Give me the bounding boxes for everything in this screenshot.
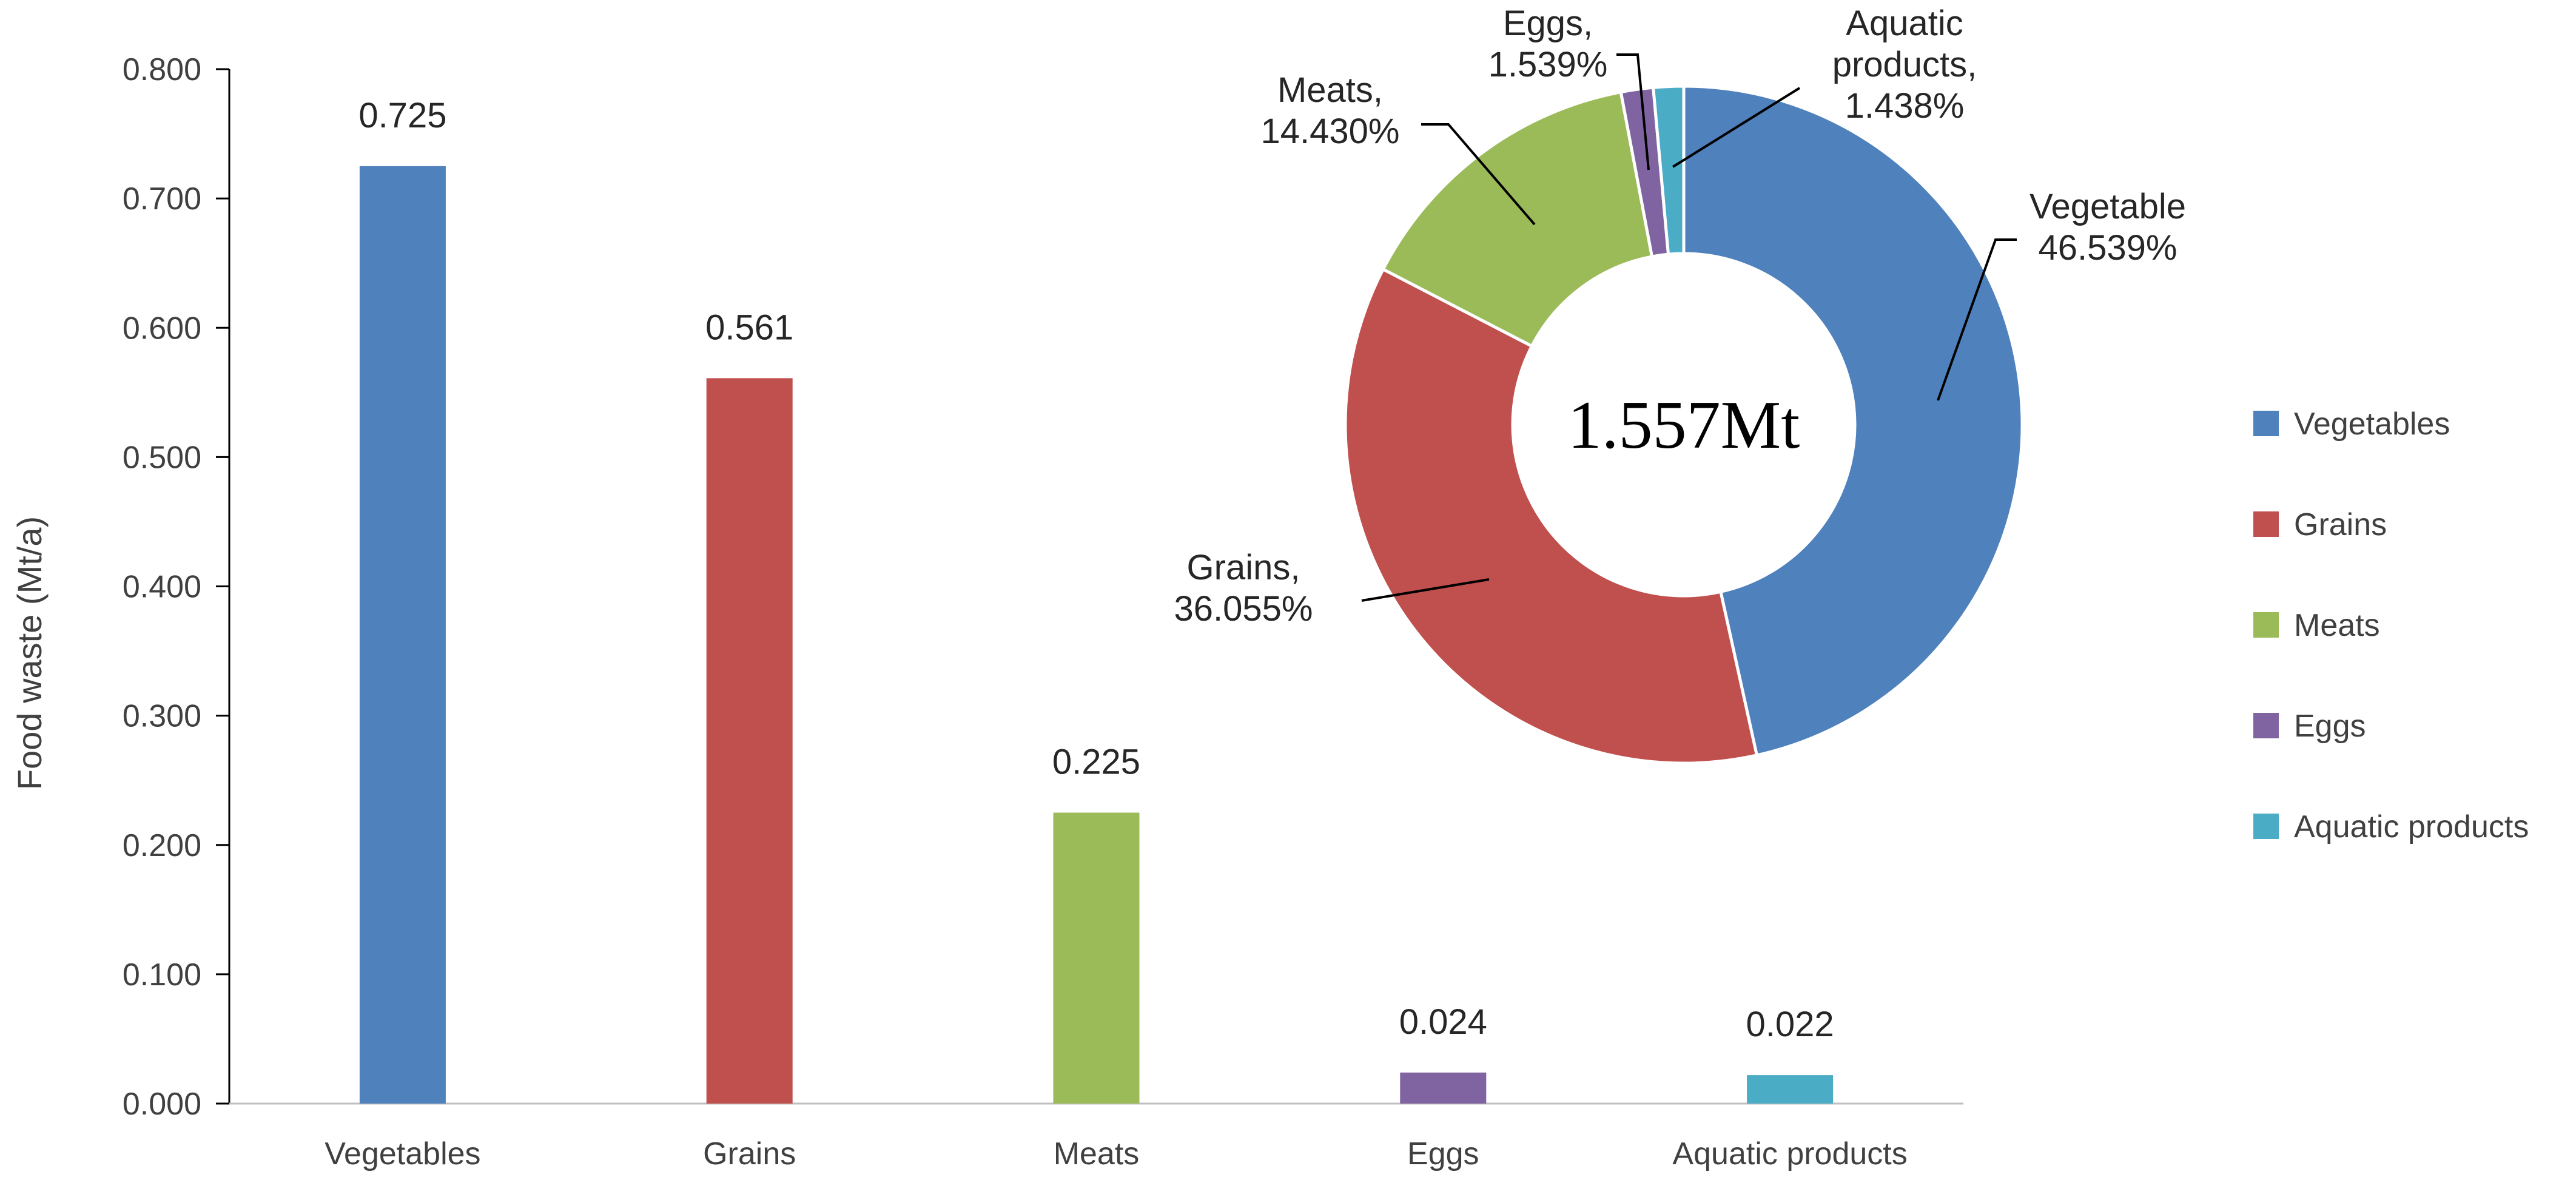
donut-slice-vegetable	[1682, 84, 2024, 757]
legend-swatch	[2253, 411, 2279, 436]
donut-slice-label: products,	[1832, 45, 1977, 84]
bar-data-label: 0.725	[358, 96, 446, 135]
bar-eggs	[1400, 1072, 1487, 1104]
donut-slice-aquatic-products	[1651, 84, 1686, 256]
legend-label: Meats	[2294, 608, 2380, 643]
legend-swatch	[2253, 713, 2279, 738]
donut-leader-line	[1361, 578, 1490, 602]
y-tick-label: 0.000	[123, 1087, 201, 1122]
y-tick-label: 0.200	[123, 828, 201, 863]
y-tick-label: 0.300	[123, 699, 201, 734]
donut-slice-label: Meats,	[1277, 70, 1383, 110]
x-tick-label: Vegetables	[325, 1136, 480, 1172]
bar-data-label: 0.561	[705, 308, 793, 347]
bar-aquatic-products	[1747, 1075, 1834, 1104]
y-tick-label: 0.600	[123, 311, 201, 346]
bar-meats	[1053, 812, 1140, 1104]
y-tick-label: 0.100	[123, 957, 201, 993]
donut-slice-label: 1.438%	[1845, 86, 1965, 126]
y-axis-title: Food waste (Mt/a)	[10, 516, 49, 790]
x-tick-label: Grains	[703, 1136, 796, 1172]
legend-swatch	[2253, 511, 2279, 537]
donut-slice-label: 36.055%	[1174, 589, 1313, 629]
donut-slice-label: 14.430%	[1261, 112, 1400, 151]
donut-slice-meats	[1380, 90, 1654, 348]
donut-leader-line	[1937, 238, 2017, 401]
x-tick-label: Eggs	[1407, 1136, 1479, 1172]
donut-slice-label: 1.539%	[1488, 45, 1608, 84]
donut-slice-label: 46.539%	[2039, 228, 2177, 268]
donut-slice-grains	[1343, 267, 1759, 765]
y-tick-label: 0.500	[123, 440, 201, 475]
x-tick-label: Meats	[1054, 1136, 1140, 1172]
bar-vegetables	[359, 166, 446, 1104]
legend-label: Vegetables	[2294, 406, 2450, 442]
legend-label: Eggs	[2294, 709, 2366, 744]
legend-swatch	[2253, 612, 2279, 638]
donut-slice-label: Vegetable	[2030, 187, 2186, 226]
bar-grains	[706, 378, 793, 1104]
donut-slice-label: Grains,	[1187, 548, 1300, 587]
x-tick-label: Aquatic products	[1672, 1136, 1907, 1172]
legend-label: Grains	[2294, 507, 2387, 542]
donut-leader-line	[1672, 87, 1801, 168]
donut-slice-label: Aquatic	[1846, 4, 1963, 43]
donut-leader-line	[1616, 53, 1650, 170]
bar-data-label: 0.024	[1399, 1002, 1487, 1042]
y-tick-label: 0.800	[123, 52, 201, 87]
y-tick-label: 0.400	[123, 570, 201, 605]
donut-slice-label: Eggs,	[1503, 4, 1593, 43]
legend-swatch	[2253, 814, 2279, 839]
y-tick-label: 0.700	[123, 181, 201, 217]
legend-label: Aquatic products	[2294, 809, 2529, 845]
bar-data-label: 0.022	[1746, 1005, 1834, 1044]
donut-leader-line	[1421, 123, 1536, 226]
donut-center-label: 1.557Mt	[1568, 388, 1800, 463]
bar-data-label: 0.225	[1052, 742, 1140, 781]
